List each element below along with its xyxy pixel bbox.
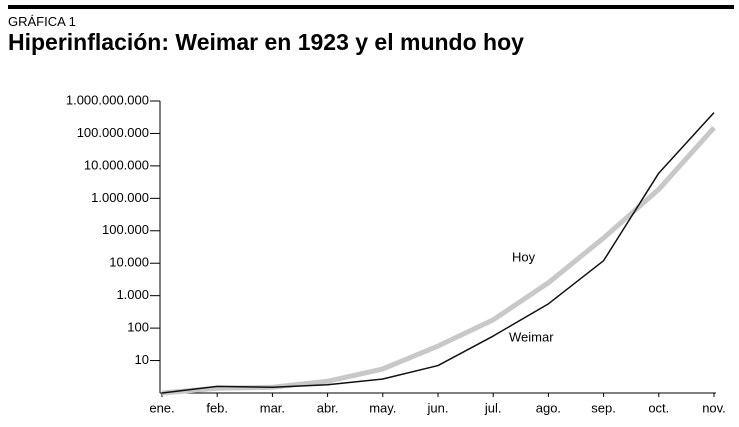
x-tick-label: feb. <box>206 400 228 415</box>
y-tick-label: 100 <box>127 320 149 335</box>
y-tick-label: 10.000.000 <box>84 157 149 172</box>
y-tick-label: 1.000.000 <box>91 190 149 205</box>
x-tick-label: ene. <box>149 400 174 415</box>
x-tick-label: abr. <box>317 400 339 415</box>
y-tick-label: 1.000.000.000 <box>66 92 149 107</box>
series-line <box>161 112 715 394</box>
x-tick-label: may. <box>369 400 396 415</box>
y-tick-label: 10.000 <box>109 255 149 270</box>
x-tick-label: sep. <box>591 400 616 415</box>
x-tick-label: mar. <box>260 400 285 415</box>
x-tick-label: jul. <box>484 400 502 415</box>
y-tick-label: 100.000.000 <box>77 125 149 140</box>
y-tick-label: 10 <box>135 352 149 367</box>
x-tick-label: ago. <box>536 400 561 415</box>
y-tick-label: 1.000 <box>116 287 149 302</box>
top-rule <box>8 5 734 9</box>
series-line <box>161 126 716 396</box>
y-tick-label: 100.000 <box>102 222 149 237</box>
series-label: Weimar <box>509 329 554 344</box>
series-label: Hoy <box>512 249 536 264</box>
x-tick-label: jun. <box>427 400 449 415</box>
kicker: GRÁFICA 1 <box>8 14 76 29</box>
x-tick-label: nov. <box>702 400 726 415</box>
x-tick-label: oct. <box>648 400 669 415</box>
chart-title: Hiperinflación: Weimar en 1923 y el mund… <box>8 29 524 55</box>
